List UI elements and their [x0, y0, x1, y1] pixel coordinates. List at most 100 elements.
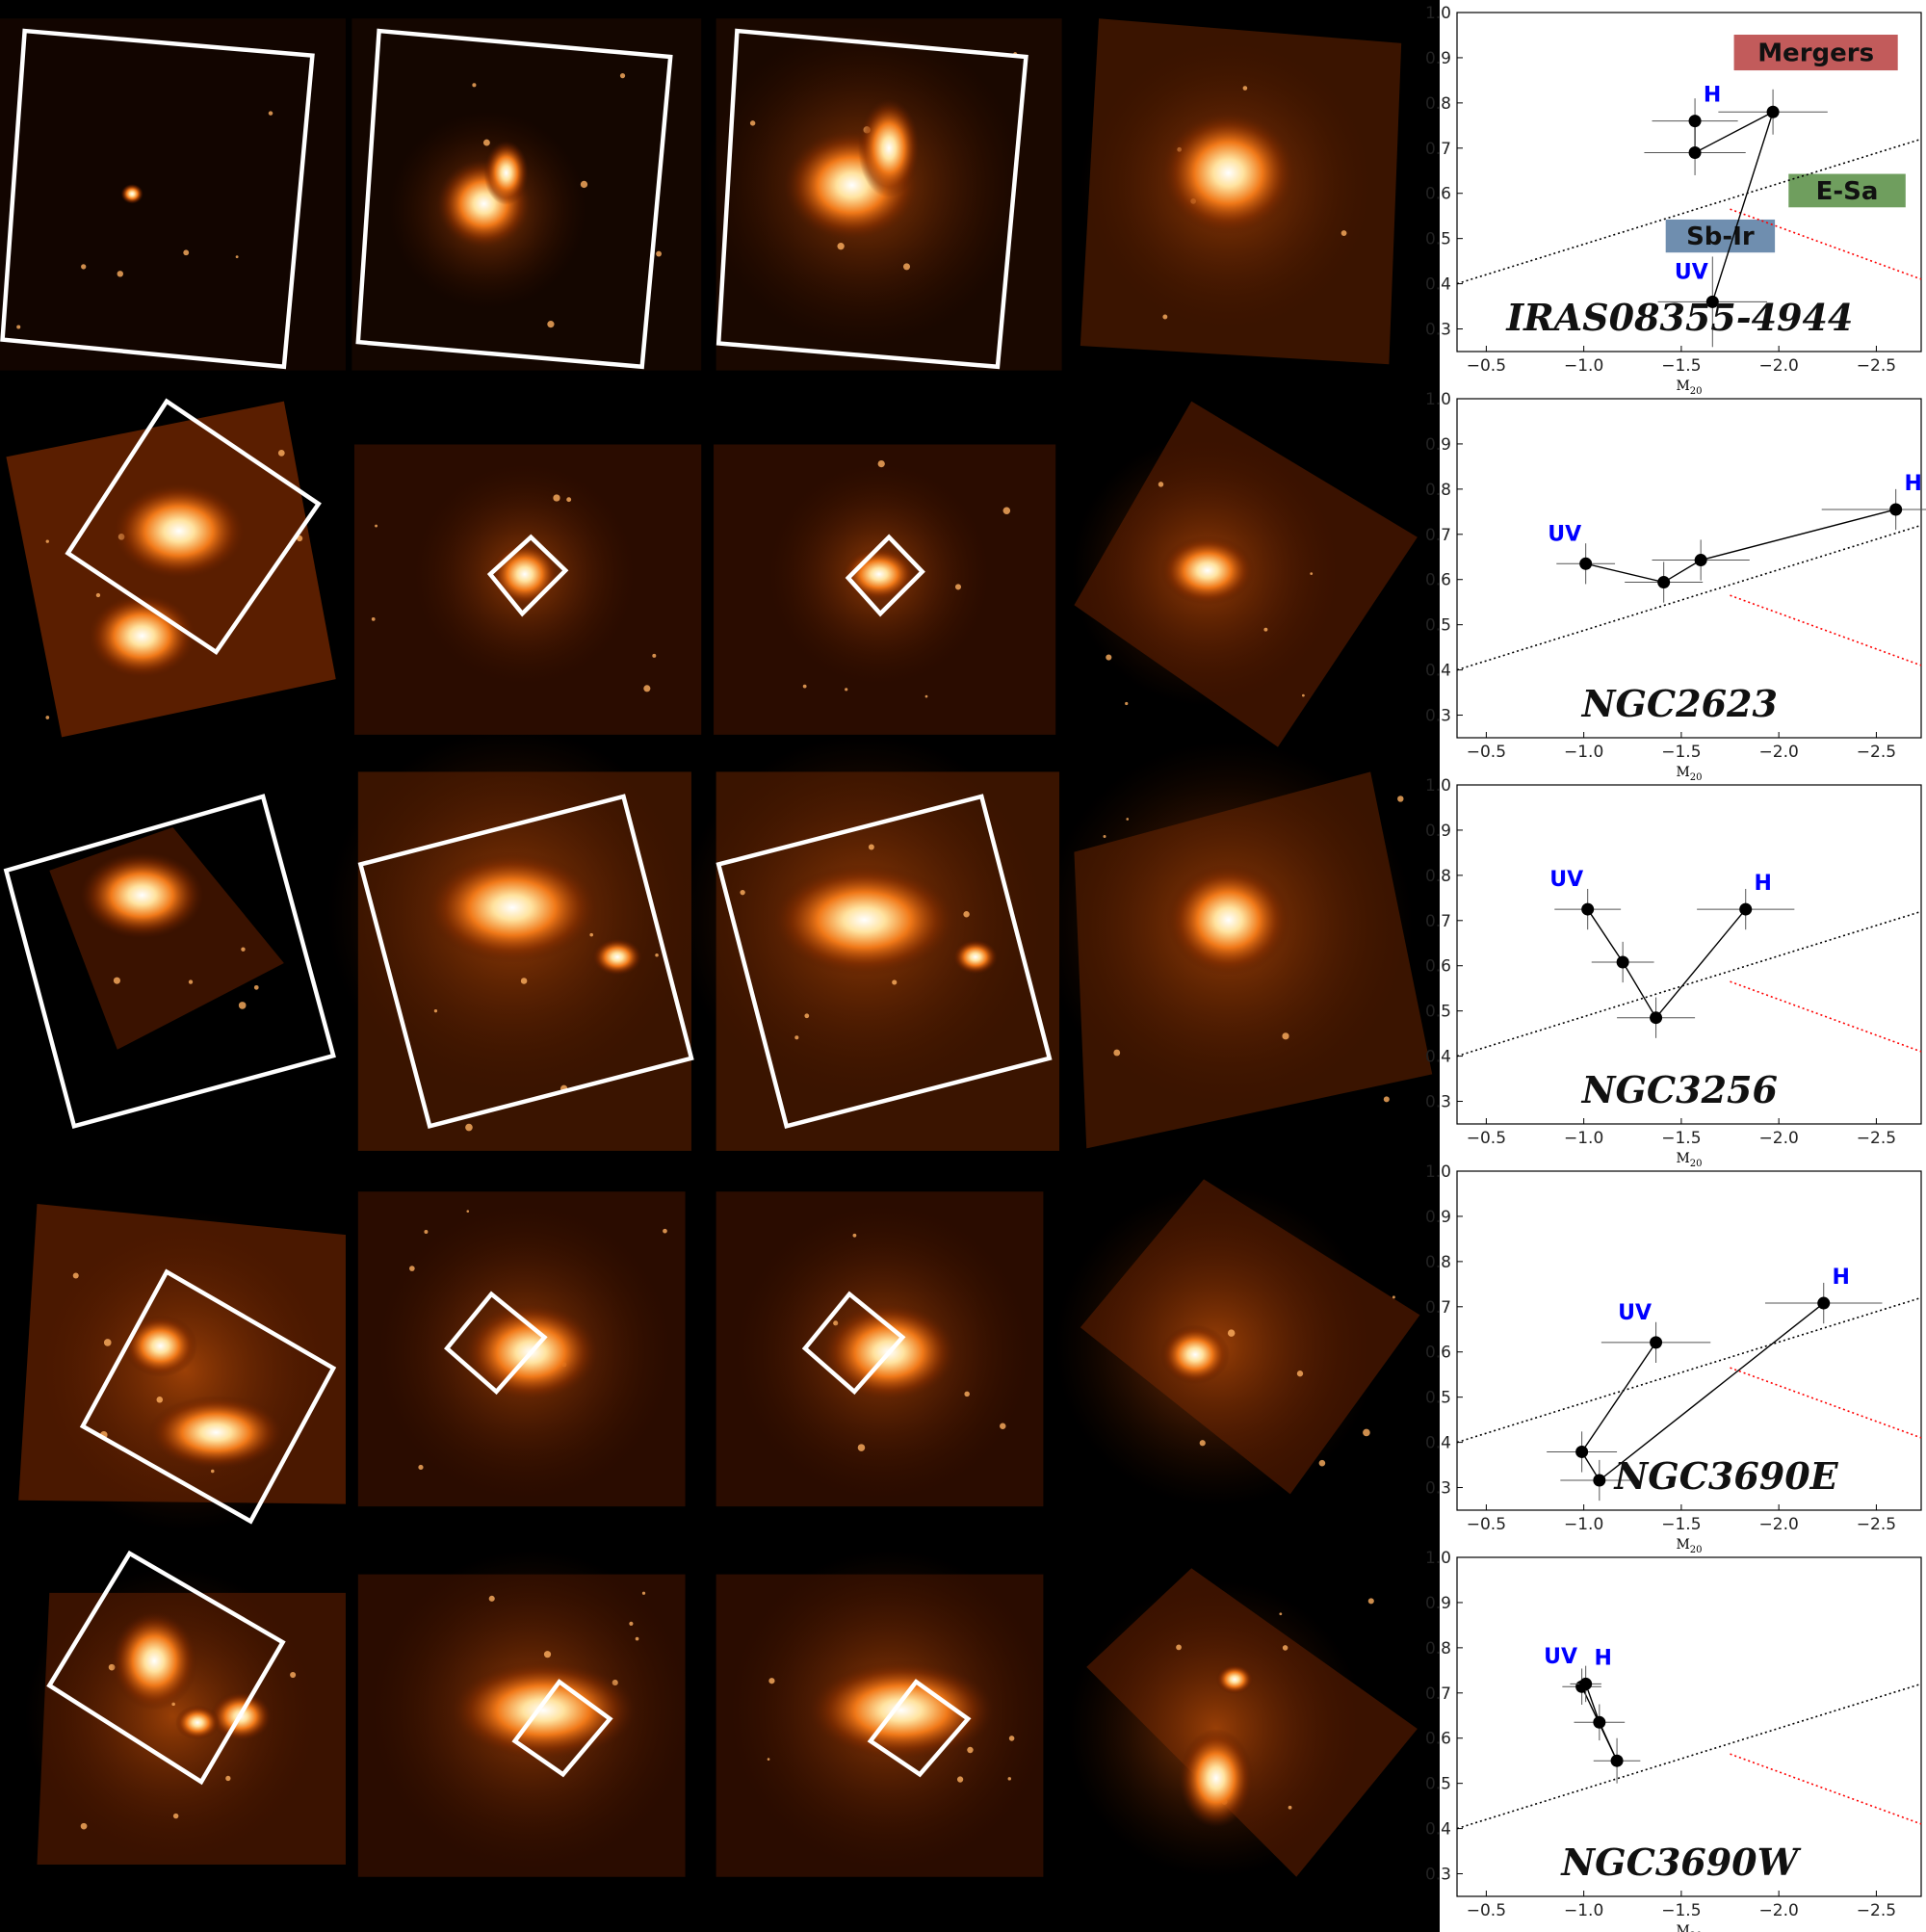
image-star: [113, 977, 120, 984]
data-point: [1593, 1715, 1606, 1729]
x-tick-label: −0.5: [1467, 1901, 1506, 1920]
image-star: [845, 688, 848, 692]
image-star: [543, 1651, 552, 1658]
x-axis-label-main: M: [1676, 379, 1689, 394]
point-label: UV: [1675, 260, 1708, 284]
image-source: [147, 1395, 284, 1470]
image-star: [794, 1035, 799, 1040]
image-star: [375, 524, 378, 528]
image-star: [877, 459, 885, 468]
image-star: [954, 584, 962, 590]
point-label: H: [1904, 472, 1921, 496]
y-axis-label: G: [1411, 943, 1421, 958]
image-star: [1199, 1440, 1206, 1447]
y-tick-label: 0.9: [1425, 1208, 1451, 1227]
chart: −0.5 −1.0 −1.5 −2.0 −2.5 0.3 0.4 0.5 0.6 0.7 0.8 0.…: [1411, 4, 1922, 397]
image-tile: [0, 18, 346, 371]
image-star: [589, 932, 593, 937]
image-star: [837, 243, 845, 250]
image-source: [175, 1705, 221, 1740]
aperture-box: [444, 1291, 548, 1396]
image-star: [956, 1776, 964, 1783]
image-star: [418, 1464, 424, 1471]
image-star: [1296, 1371, 1304, 1377]
chart: −0.5 −1.0 −1.5 −2.0 −2.5 0.3 0.4 0.5 0.6 0.7 0.8 0.…: [1411, 776, 1922, 1169]
x-tick-label: −1.5: [1661, 356, 1701, 376]
image-star: [740, 890, 745, 896]
image-star: [80, 1822, 88, 1830]
image-star: [235, 255, 239, 259]
image-star: [117, 271, 124, 277]
y-tick-label: 0.9: [1425, 1594, 1451, 1613]
y-tick-label: 0.5: [1425, 1389, 1451, 1408]
x-tick-label: −1.5: [1661, 1129, 1701, 1148]
image-star: [663, 1228, 667, 1234]
y-tick-label: 0.7: [1425, 912, 1451, 931]
image-star: [1263, 627, 1268, 632]
x-axis-label-sub: 20: [1690, 386, 1703, 397]
aperture-box: [511, 1679, 613, 1778]
x-tick-label: −2.5: [1857, 1901, 1896, 1920]
image-star: [1113, 1049, 1121, 1057]
x-axis-label: M20: [1676, 1923, 1702, 1932]
x-axis-label: M20: [1676, 1151, 1702, 1169]
image-star: [277, 449, 285, 457]
data-point: [1616, 955, 1629, 969]
y-tick-label: 0.5: [1425, 1775, 1451, 1794]
data-point: [1593, 1474, 1606, 1487]
image-star: [210, 1469, 215, 1474]
chart-title: NGC3256: [1581, 1068, 1778, 1111]
image-source: [450, 1660, 637, 1760]
x-tick-label: −2.5: [1857, 356, 1896, 376]
y-tick-label: 1.0: [1425, 776, 1451, 796]
data-point: [1581, 902, 1595, 916]
y-tick-label: 0.9: [1425, 435, 1451, 455]
aperture-box: [0, 28, 315, 370]
region-box: [1665, 219, 1776, 253]
image-star: [1242, 86, 1248, 91]
x-tick-label: −2.0: [1759, 743, 1799, 762]
image-star: [472, 83, 477, 88]
reference-line: [1456, 910, 1922, 1057]
image-star: [156, 1397, 164, 1403]
image-star: [1310, 572, 1314, 575]
y-axis-label: G: [1411, 557, 1421, 572]
image-source: [1160, 535, 1255, 606]
image-source: [86, 592, 198, 680]
x-tick-label: −0.5: [1467, 356, 1506, 376]
x-axis-label-sub: 20: [1690, 772, 1703, 783]
y-tick-label: 0.7: [1425, 526, 1451, 545]
image-star: [868, 844, 874, 850]
image-source: [952, 939, 998, 975]
image-star: [433, 1009, 438, 1013]
x-axis-label-sub: 20: [1690, 1545, 1703, 1555]
y-tick-label: 1.0: [1425, 390, 1451, 409]
image-star: [1103, 834, 1106, 838]
image-star: [103, 1339, 112, 1346]
image-star: [655, 953, 659, 957]
data-point: [1688, 115, 1702, 128]
reference-line: [1456, 1296, 1922, 1444]
image-star: [1288, 1805, 1292, 1810]
image-star: [1340, 230, 1347, 236]
charts: −0.5 −1.0 −1.5 −2.0 −2.5 0.3 0.4 0.5 0.6 0.7 0.8 0.…: [1411, 4, 1926, 1932]
x-tick-label: −1.0: [1564, 356, 1603, 376]
y-tick-label: 0.4: [1425, 1820, 1451, 1840]
y-tick-label: 0.6: [1425, 957, 1451, 977]
image-star: [95, 592, 101, 598]
y-tick-label: 0.8: [1425, 94, 1451, 114]
image-star: [1367, 1598, 1374, 1605]
image-star: [619, 73, 626, 79]
point-label: UV: [1618, 1301, 1652, 1325]
image-star: [238, 1002, 247, 1009]
image-star: [652, 653, 657, 658]
y-tick-label: 0.8: [1425, 1253, 1451, 1272]
chart-title: IRAS08355-4944: [1505, 296, 1853, 339]
image-star: [1282, 1645, 1288, 1651]
x-tick-label: −1.0: [1564, 1515, 1603, 1534]
x-tick-label: −2.0: [1759, 1129, 1799, 1148]
x-tick-label: −1.5: [1661, 1515, 1701, 1534]
image-star: [81, 264, 87, 270]
y-tick-label: 0.3: [1425, 707, 1451, 726]
